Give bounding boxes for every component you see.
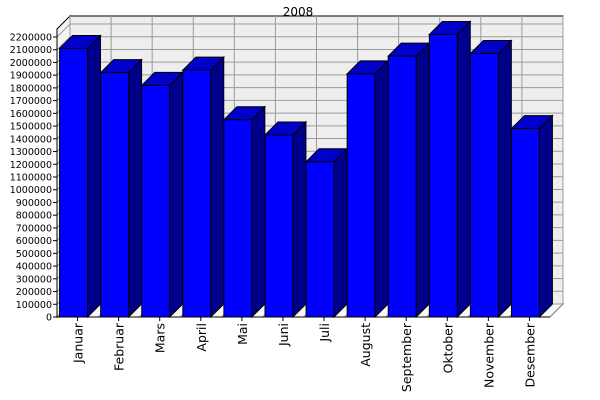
bar	[345, 59, 390, 319]
y-tick-label: 1800000	[10, 83, 52, 94]
x-category-label: Mai	[235, 323, 250, 345]
bar	[140, 71, 184, 319]
bar-side-face	[292, 120, 307, 319]
bar-side-face	[374, 59, 389, 319]
bar	[99, 58, 143, 319]
y-tick-label: 2200000	[10, 33, 52, 44]
x-category-label: Juli	[317, 323, 332, 343]
y-tick-label: 400000	[16, 262, 52, 273]
y-tick-label: 1300000	[10, 147, 52, 158]
bar	[387, 41, 431, 319]
x-category-label: Juni	[276, 323, 291, 347]
y-tick-label: 2100000	[10, 45, 52, 56]
bar-front-face	[100, 72, 130, 318]
bar	[304, 147, 349, 319]
y-tick-label: 500000	[16, 249, 52, 260]
bar-side-face	[456, 20, 471, 319]
bar-side-face	[169, 71, 184, 319]
bar-side-face	[497, 39, 512, 319]
bar-front-face	[141, 84, 171, 318]
bar-front-face	[428, 33, 458, 318]
chart-axes	[53, 29, 550, 321]
y-tick-label: 700000	[16, 223, 52, 234]
bar-side-face	[128, 58, 143, 319]
x-category-label: August	[358, 323, 373, 367]
y-tick-label: 1700000	[10, 96, 52, 107]
y-tick-label: 1100000	[10, 173, 52, 184]
x-category-label: Mars	[153, 323, 168, 353]
bar	[222, 105, 267, 319]
bar-front-face	[346, 73, 376, 318]
y-tick-label: 800000	[16, 211, 52, 222]
y-tick-label: 0	[46, 313, 52, 324]
y-tick-label: 1600000	[10, 109, 52, 120]
gridline-left-wall	[56, 23, 71, 38]
x-category-label: Januar	[71, 322, 86, 364]
x-category-label: Februar	[112, 322, 127, 371]
bar-front-face	[264, 134, 294, 318]
bar	[263, 120, 308, 319]
chart-bars	[58, 20, 554, 319]
bar-side-face	[538, 114, 553, 319]
bar-front-face	[469, 53, 499, 318]
y-tick-label: 1500000	[10, 122, 52, 133]
x-category-label: Desember	[522, 322, 537, 387]
y-tick-label: 1900000	[10, 71, 52, 82]
bar	[58, 34, 102, 319]
bar	[469, 39, 513, 319]
x-axis-category-labels: Januar Februar Mars April Mai Juni Juli August S…	[71, 322, 538, 392]
y-tick-label: 200000	[16, 287, 52, 298]
y-tick-label: 100000	[16, 300, 52, 311]
x-category-label: April	[194, 323, 209, 352]
bar-side-face	[333, 147, 348, 319]
x-category-label: Oktober	[440, 322, 455, 373]
y-tick-label: 1000000	[10, 185, 52, 196]
y-tick-label: 900000	[16, 198, 52, 209]
bar	[428, 20, 472, 319]
bar-side-face	[251, 105, 266, 319]
bar-side-face	[87, 34, 102, 319]
bar-front-face	[387, 55, 417, 318]
bar-front-face	[223, 119, 253, 318]
bar-front-face	[182, 69, 212, 318]
bar-side-face	[415, 41, 430, 319]
gridline-left-wall	[56, 36, 71, 51]
bar-front-face	[59, 47, 89, 318]
y-tick-label: 600000	[16, 236, 52, 247]
bar-front-face	[305, 161, 335, 318]
bar	[510, 114, 554, 319]
gridline-floor	[549, 303, 564, 318]
y-tick-label: 1400000	[10, 134, 52, 145]
x-category-label: November	[481, 322, 496, 388]
x-category-label: September	[399, 322, 414, 392]
bar-side-face	[210, 55, 225, 319]
chart-title: 2008	[283, 5, 314, 19]
y-tick-label: 1200000	[10, 160, 52, 171]
bar	[181, 55, 225, 319]
y-tick-label: 300000	[16, 274, 52, 285]
y-tick-label: 2000000	[10, 58, 52, 69]
bar-front-face	[510, 128, 540, 318]
